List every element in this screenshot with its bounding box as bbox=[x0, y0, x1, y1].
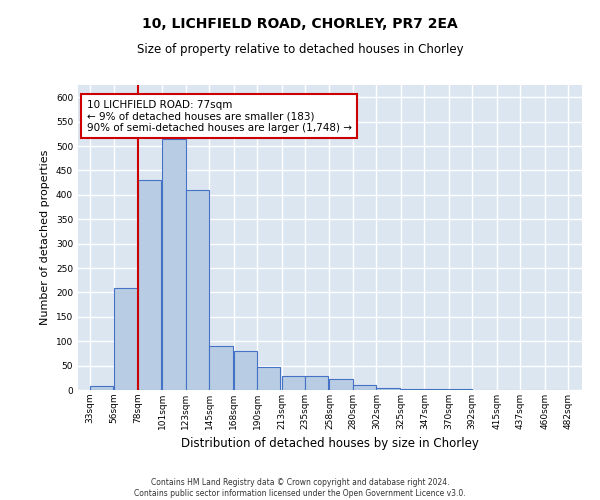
Bar bbox=[305, 376, 328, 390]
X-axis label: Distribution of detached houses by size in Chorley: Distribution of detached houses by size … bbox=[181, 438, 479, 450]
Bar bbox=[424, 389, 448, 390]
Bar bbox=[90, 386, 113, 390]
Bar bbox=[401, 389, 424, 390]
Bar bbox=[162, 138, 185, 390]
Bar bbox=[233, 351, 257, 390]
Text: 10 LICHFIELD ROAD: 77sqm
← 9% of detached houses are smaller (183)
90% of semi-d: 10 LICHFIELD ROAD: 77sqm ← 9% of detache… bbox=[86, 100, 352, 133]
Bar bbox=[353, 385, 376, 390]
Y-axis label: Number of detached properties: Number of detached properties bbox=[40, 150, 50, 325]
Bar bbox=[114, 288, 137, 390]
Bar bbox=[376, 388, 400, 390]
Text: 10, LICHFIELD ROAD, CHORLEY, PR7 2EA: 10, LICHFIELD ROAD, CHORLEY, PR7 2EA bbox=[142, 18, 458, 32]
Text: Size of property relative to detached houses in Chorley: Size of property relative to detached ho… bbox=[137, 42, 463, 56]
Bar bbox=[209, 346, 233, 390]
Bar bbox=[449, 389, 472, 390]
Bar bbox=[281, 376, 305, 390]
Bar bbox=[257, 366, 280, 390]
Bar bbox=[185, 190, 209, 390]
Text: Contains HM Land Registry data © Crown copyright and database right 2024.
Contai: Contains HM Land Registry data © Crown c… bbox=[134, 478, 466, 498]
Bar bbox=[137, 180, 161, 390]
Bar bbox=[329, 380, 353, 390]
